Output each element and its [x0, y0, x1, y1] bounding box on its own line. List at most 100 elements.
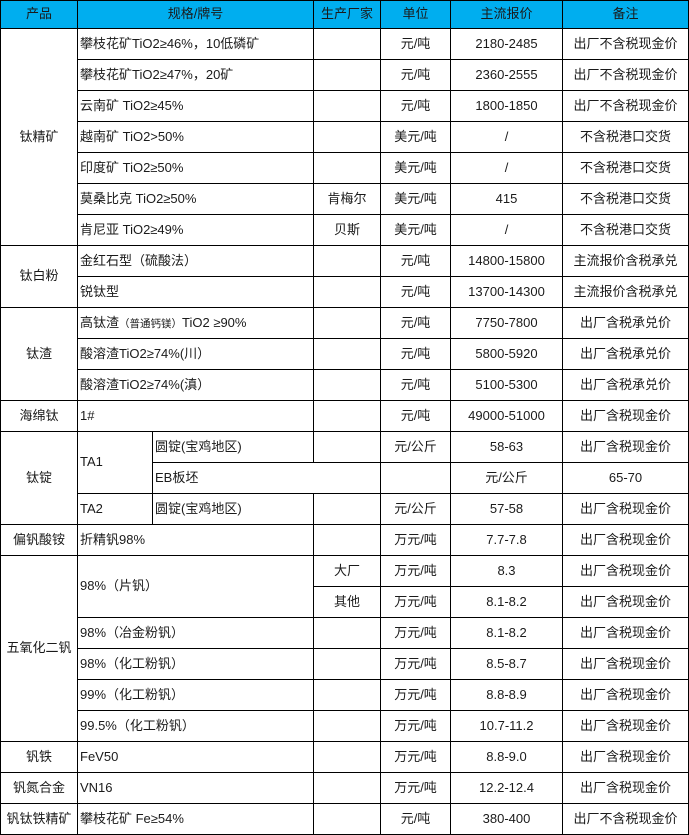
price-cell: 5800-5920 [450, 338, 563, 370]
unit-cell: 元/吨 [380, 338, 451, 370]
product-category-cell: 钒铁 [0, 741, 78, 773]
product-category-cell: 钒钛铁精矿 [0, 803, 78, 835]
unit-cell: 元/吨 [380, 307, 451, 339]
note-cell: 出厂含税现金价 [562, 555, 689, 587]
note-cell: 出厂不含税现金价 [562, 28, 689, 60]
table-row: 钒钛铁精矿 攀枝花矿 Fe≥54% 元/吨 380-400 出厂不含税现金价 [0, 803, 689, 835]
manufacturer-cell [313, 772, 381, 804]
price-cell: 7.7-7.8 [450, 524, 563, 556]
manufacturer-cell [313, 617, 381, 649]
note-cell: 不含税港口交货 [562, 183, 689, 215]
unit-cell: 元/吨 [380, 59, 451, 91]
table-row: 五氧化二钒 98%（片钒） 大厂 万元/吨 8.3 出厂含税现金价 [0, 555, 689, 742]
price-cell: 12.2-12.4 [450, 772, 563, 804]
unit-cell: 元/吨 [380, 28, 451, 60]
manufacturer-cell [313, 245, 381, 277]
product-spec-cell: 酸溶渣TiO2≥74%(滇） [77, 369, 314, 401]
price-cell: 8.8-8.9 [450, 679, 563, 711]
column-header-price: 主流报价 [450, 0, 563, 29]
unit-cell: 美元/吨 [380, 121, 451, 153]
price-cell: 8.3 [450, 555, 563, 587]
price-cell: 8.5-8.7 [450, 648, 563, 680]
column-header-manufacturer: 生产厂家 [313, 0, 381, 29]
note-cell: 不含税港口交货 [562, 152, 689, 184]
table-row: 海绵钛 1# 元/吨 49000-51000 出厂含税现金价 [0, 400, 689, 432]
manufacturer-cell [313, 431, 381, 463]
price-cell: / [450, 214, 563, 246]
product-category-cell: 钛白粉 [0, 245, 78, 308]
price-cell: 58-63 [450, 431, 563, 463]
note-cell: 出厂含税现金价 [562, 524, 689, 556]
manufacturer-cell [313, 679, 381, 711]
price-cell: 415 [450, 183, 563, 215]
table-row: 钛锭 TA1 圆锭(宝鸡地区) 元/公斤 58-63 出厂含税现金价 [0, 431, 689, 525]
product-spec-cell: 酸溶渣TiO2≥74%(川） [77, 338, 314, 370]
note-cell: 主流报价含税承兑 [562, 276, 689, 308]
table-row: TA2 圆锭(宝鸡地区) 元/公斤 57-58 出厂含税现金价 [1, 493, 689, 525]
unit-cell: 元/吨 [380, 276, 451, 308]
table-row: 酸溶渣TiO2≥74%(滇） 元/吨 5100-5300 出厂含税承兑价 [1, 369, 689, 401]
product-spec-cell: 莫桑比克 TiO2≥50% [77, 183, 314, 215]
manufacturer-cell [313, 90, 381, 122]
price-cell: / [450, 152, 563, 184]
product-category-cell: 钛精矿 [0, 28, 78, 246]
unit-cell: 元/吨 [380, 400, 451, 432]
product-spec-cell: 越南矿 TiO2>50% [77, 121, 314, 153]
manufacturer-cell: 贝斯 [313, 214, 381, 246]
unit-cell: 万元/吨 [380, 710, 451, 742]
note-cell: 不含税港口交货 [562, 121, 689, 153]
unit-cell: 元/公斤 [380, 493, 451, 525]
product-spec-cell: 圆锭(宝鸡地区) [152, 431, 314, 463]
product-spec-cell: 98%（化工粉钒） [77, 648, 314, 680]
note-cell: 主流报价含税承兑 [562, 245, 689, 277]
product-spec-cell: FeV50 [77, 741, 314, 773]
product-grade-cell: TA1 [77, 431, 153, 494]
product-spec-cell: 圆锭(宝鸡地区) [152, 493, 314, 525]
note-cell: 出厂含税现金价 [562, 586, 689, 618]
table-row: 云南矿 TiO2≥45% 元/吨 1800-1850 出厂不含税现金价 [1, 90, 689, 122]
product-spec-cell: 云南矿 TiO2≥45% [77, 90, 314, 122]
manufacturer-cell [313, 400, 381, 432]
note-cell: 出厂含税现金价 [562, 772, 689, 804]
unit-cell: 万元/吨 [380, 772, 451, 804]
manufacturer-cell [313, 741, 381, 773]
note-cell: 出厂含税承兑价 [562, 338, 689, 370]
manufacturer-cell [313, 710, 381, 742]
product-grade-cell: TA2 [77, 493, 153, 525]
unit-cell: 元/吨 [380, 803, 451, 835]
header-row: 产品 规格/牌号 生产厂家 单位 主流报价 备注 [0, 0, 689, 29]
product-category-cell: 钛锭 [0, 431, 78, 525]
unit-cell: 美元/吨 [380, 152, 451, 184]
price-cell: 2180-2485 [450, 28, 563, 60]
product-category-cell: 钛渣 [0, 307, 78, 401]
manufacturer-cell [313, 28, 381, 60]
table-row: 98%（化工粉钒） 万元/吨 8.5-8.7 出厂含税现金价 [1, 648, 689, 680]
price-cell: 1800-1850 [450, 90, 563, 122]
note-cell: 出厂不含税现金价 [562, 90, 689, 122]
manufacturer-cell: 大厂 [313, 555, 381, 587]
table-row: 98%（冶金粉钒） 万元/吨 8.1-8.2 出厂含税现金价 [1, 617, 689, 649]
product-spec-cell: 高钛渣（普通钙镁）TiO2 ≥90% [77, 307, 314, 339]
product-spec-cell: 99.5%（化工粉钒） [77, 710, 314, 742]
unit-cell: 万元/吨 [380, 741, 451, 773]
product-spec-cell: EB板坯 [152, 462, 381, 494]
price-cell: / [450, 121, 563, 153]
column-header-spec: 规格/牌号 [77, 0, 314, 29]
table-row: 越南矿 TiO2>50% 美元/吨 / 不含税港口交货 [1, 121, 689, 153]
unit-cell: 元/公斤 [380, 431, 451, 463]
table-row: 偏钒酸铵 折精钒98% 万元/吨 7.7-7.8 出厂含税现金价 [0, 524, 689, 556]
price-cell: 65-70 [562, 462, 689, 494]
product-spec-cell: 肯尼亚 TiO2≥49% [77, 214, 314, 246]
unit-cell: 万元/吨 [380, 679, 451, 711]
product-spec-cell: 折精钒98% [77, 524, 314, 556]
price-cell: 14800-15800 [450, 245, 563, 277]
manufacturer-cell [380, 462, 451, 494]
manufacturer-cell [313, 803, 381, 835]
unit-cell: 元/公斤 [450, 462, 563, 494]
manufacturer-cell [313, 369, 381, 401]
price-cell: 8.8-9.0 [450, 741, 563, 773]
product-spec-cell: 印度矿 TiO2≥50% [77, 152, 314, 184]
column-header-unit: 单位 [380, 0, 451, 29]
table-row: 肯尼亚 TiO2≥49% 贝斯 美元/吨 / 不含税港口交货 [1, 214, 689, 246]
table-row: 锐钛型 元/吨 13700-14300 主流报价含税承兑 [1, 276, 689, 308]
